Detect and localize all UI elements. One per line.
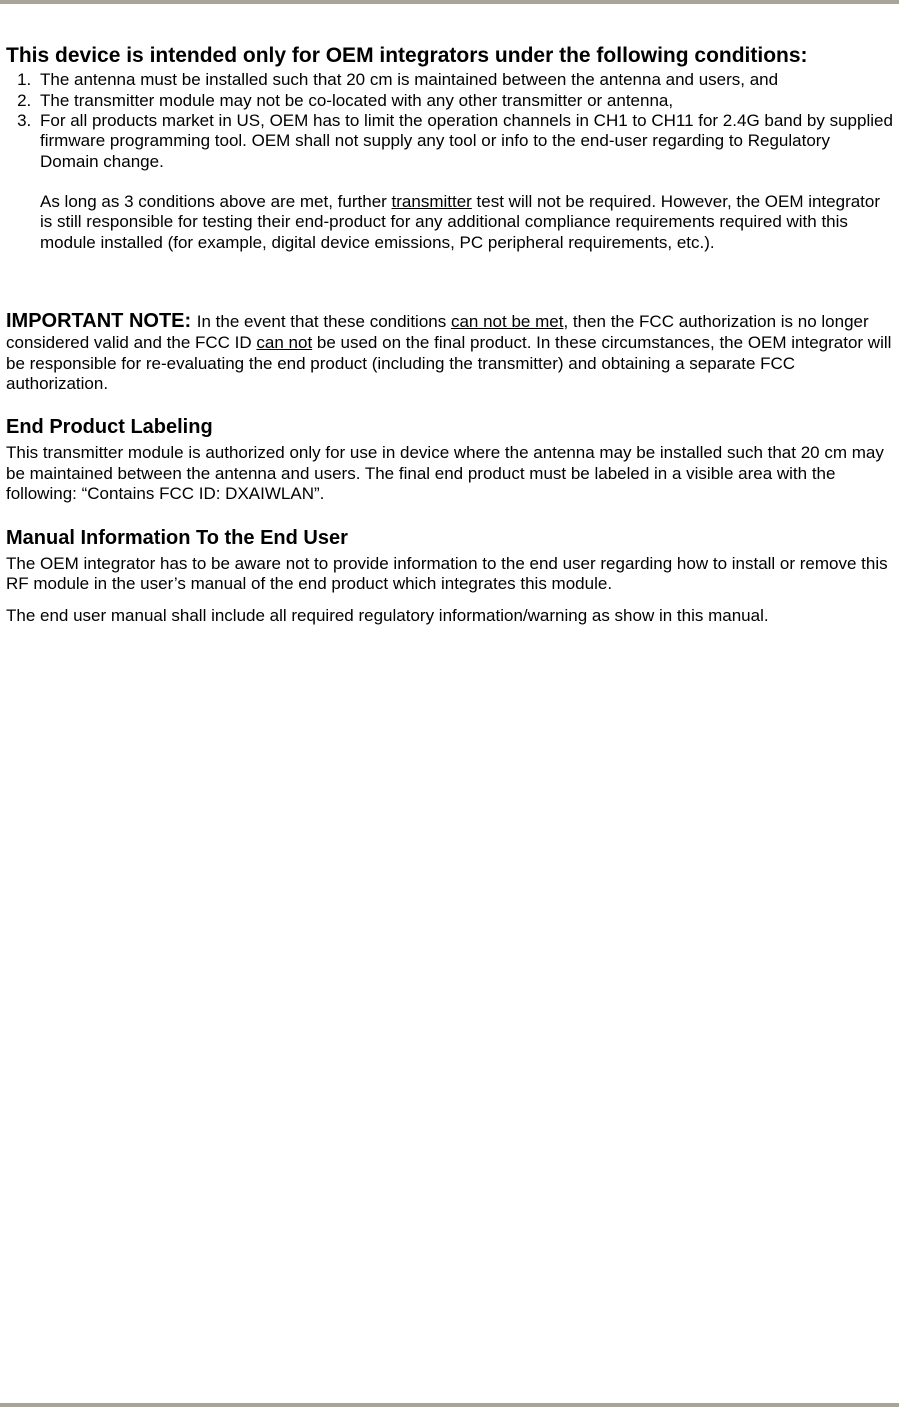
important-note-u1: can not be met	[451, 312, 563, 331]
intro-heading: This device is intended only for OEM int…	[6, 44, 893, 68]
document-content: This device is intended only for OEM int…	[0, 4, 899, 627]
manual-heading: Manual Information To the End User	[6, 527, 893, 550]
condition-item-1: The antenna must be installed such that …	[36, 70, 893, 90]
manual-paragraph-1: The OEM integrator has to be aware not t…	[6, 554, 893, 595]
labeling-heading: End Product Labeling	[6, 416, 893, 439]
condition-item-2: The transmitter module may not be co-loc…	[36, 91, 893, 111]
manual-paragraph-2: The end user manual shall include all re…	[6, 606, 893, 626]
followup-underlined: transmitter	[392, 192, 472, 211]
condition-item-3: For all products market in US, OEM has t…	[36, 111, 893, 172]
important-note-pre: In the event that these conditions	[197, 312, 451, 331]
condition-text-2: The transmitter module may not be co-loc…	[40, 91, 673, 110]
condition-text-1: The antenna must be installed such that …	[40, 70, 778, 89]
important-note-label: IMPORTANT NOTE:	[6, 310, 197, 332]
bottom-border	[0, 1403, 899, 1407]
important-note-u2: can not	[256, 333, 312, 352]
followup-paragraph: As long as 3 conditions above are met, f…	[6, 192, 893, 253]
followup-pre: As long as 3 conditions above are met, f…	[40, 192, 392, 211]
condition-text-3: For all products market in US, OEM has t…	[40, 111, 893, 171]
labeling-paragraph: This transmitter module is authorized on…	[6, 443, 893, 504]
important-note-section: IMPORTANT NOTE: In the event that these …	[6, 309, 893, 394]
conditions-list: The antenna must be installed such that …	[6, 70, 893, 172]
